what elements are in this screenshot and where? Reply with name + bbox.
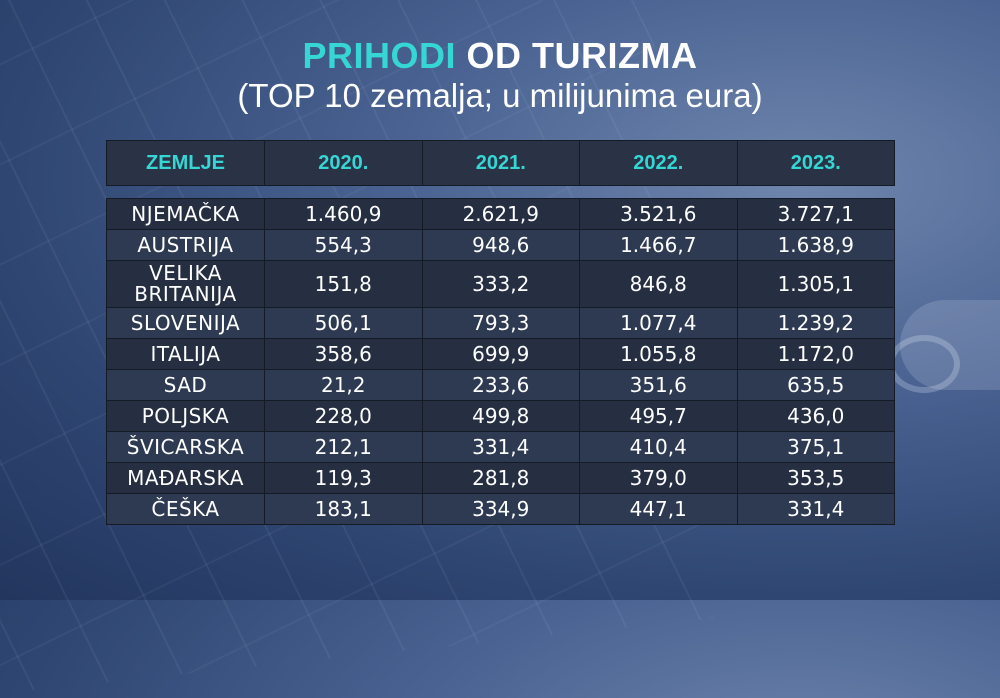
country-name-cell: POLJSKA	[106, 400, 265, 432]
title-block: PRIHODI OD TURIZMA (TOP 10 zemalja; u mi…	[0, 36, 1000, 116]
table-row: VELIKA BRITANIJA 151,8 333,2 846,8 1.305,1	[106, 260, 895, 308]
value-cell-2020: 1.460,9	[264, 198, 423, 230]
value-cell-2020: 554,3	[264, 229, 423, 261]
table-row: SAD 21,2 233,6 351,6 635,5	[106, 369, 895, 401]
value-cell-2023: 3.727,1	[736, 198, 895, 230]
value-cell-2022: 1.077,4	[579, 307, 738, 339]
value-cell-2021: 334,9	[421, 493, 580, 525]
title-accent: PRIHODI	[302, 35, 457, 76]
page-subtitle: (TOP 10 zemalja; u milijunima eura)	[237, 77, 763, 114]
value-cell-2022: 1.055,8	[579, 338, 738, 370]
value-cell-2020: 358,6	[264, 338, 423, 370]
column-header-2022: 2022.	[579, 140, 738, 186]
table-body: NJEMAČKA 1.460,9 2.621,9 3.521,6 3.727,1 AUST…	[106, 198, 895, 525]
value-cell-2020: 183,1	[264, 493, 423, 525]
country-name-cell: ŠVICARSKA	[106, 431, 265, 463]
country-name-cell: SLOVENIJA	[106, 307, 265, 339]
value-cell-2023: 1.172,0	[736, 338, 895, 370]
column-header-2021: 2021.	[421, 140, 580, 186]
value-cell-2021: 948,6	[421, 229, 580, 261]
value-cell-2022: 846,8	[579, 260, 738, 308]
table-row: SLOVENIJA 506,1 793,3 1.077,4 1.239,2	[106, 307, 895, 339]
value-cell-2022: 379,0	[579, 462, 738, 494]
value-cell-2022: 447,1	[579, 493, 738, 525]
value-cell-2022: 351,6	[579, 369, 738, 401]
value-cell-2020: 212,1	[264, 431, 423, 463]
table-row: ČEŠKA 183,1 334,9 447,1 331,4	[106, 493, 895, 525]
value-cell-2023: 331,4	[736, 493, 895, 525]
value-cell-2023: 1.638,9	[736, 229, 895, 261]
table-row: NJEMAČKA 1.460,9 2.621,9 3.521,6 3.727,1	[106, 198, 895, 230]
value-cell-2021: 333,2	[421, 260, 580, 308]
column-header-2023: 2023.	[736, 140, 895, 186]
value-cell-2021: 233,6	[421, 369, 580, 401]
value-cell-2023: 375,1	[736, 431, 895, 463]
value-cell-2021: 331,4	[421, 431, 580, 463]
value-cell-2020: 119,3	[264, 462, 423, 494]
table-row: POLJSKA 228,0 499,8 495,7 436,0	[106, 400, 895, 432]
country-name-cell: ČEŠKA	[106, 493, 265, 525]
table-row: AUSTRIJA 554,3 948,6 1.466,7 1.638,9	[106, 229, 895, 261]
value-cell-2021: 281,8	[421, 462, 580, 494]
value-cell-2020: 228,0	[264, 400, 423, 432]
value-cell-2023: 353,5	[736, 462, 895, 494]
page-title: PRIHODI OD TURIZMA	[0, 36, 1000, 76]
country-name-cell: AUSTRIJA	[106, 229, 265, 261]
country-name-cell: NJEMAČKA	[106, 198, 265, 230]
value-cell-2020: 21,2	[264, 369, 423, 401]
value-cell-2023: 1.305,1	[736, 260, 895, 308]
table-row: ŠVICARSKA 212,1 331,4 410,4 375,1	[106, 431, 895, 463]
column-header-zemlje: ZEMLJE	[106, 140, 265, 186]
country-name-cell: ITALIJA	[106, 338, 265, 370]
airplane-engine-icon	[888, 335, 960, 393]
country-name-cell: VELIKA BRITANIJA	[106, 260, 265, 308]
data-table: NJEMAČKA 1.460,9 2.621,9 3.521,6 3.727,1 AUST…	[106, 198, 895, 525]
value-cell-2020: 151,8	[264, 260, 423, 308]
column-header-2020: 2020.	[264, 140, 423, 186]
value-cell-2022: 1.466,7	[579, 229, 738, 261]
value-cell-2021: 699,9	[421, 338, 580, 370]
country-name-cell: MAĐARSKA	[106, 462, 265, 494]
header-row: ZEMLJE 2020. 2021. 2022. 2023.	[106, 140, 895, 186]
value-cell-2021: 499,8	[421, 400, 580, 432]
title-rest: OD TURIZMA	[456, 35, 698, 76]
value-cell-2022: 495,7	[579, 400, 738, 432]
value-cell-2023: 635,5	[736, 369, 895, 401]
value-cell-2021: 793,3	[421, 307, 580, 339]
table-row: MAĐARSKA 119,3 281,8 379,0 353,5	[106, 462, 895, 494]
value-cell-2023: 1.239,2	[736, 307, 895, 339]
value-cell-2021: 2.621,9	[421, 198, 580, 230]
value-cell-2022: 410,4	[579, 431, 738, 463]
country-name-cell: SAD	[106, 369, 265, 401]
table-header: ZEMLJE 2020. 2021. 2022. 2023.	[106, 140, 895, 186]
airplane-silhouette	[900, 300, 1000, 390]
value-cell-2023: 436,0	[736, 400, 895, 432]
table-row: ITALIJA 358,6 699,9 1.055,8 1.172,0	[106, 338, 895, 370]
value-cell-2022: 3.521,6	[579, 198, 738, 230]
value-cell-2020: 506,1	[264, 307, 423, 339]
